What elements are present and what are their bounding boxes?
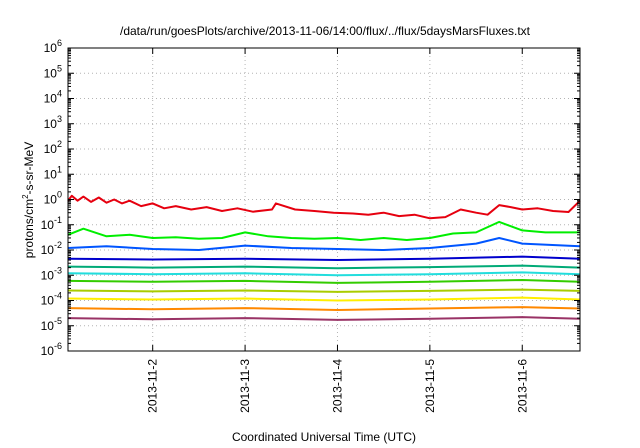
series-line-10 bbox=[67, 316, 581, 321]
y-tick-exp: 6 bbox=[57, 38, 62, 48]
series-line-0 bbox=[67, 194, 581, 220]
y-tick-base: 10 bbox=[44, 66, 58, 80]
y-tick-base: 10 bbox=[44, 167, 58, 181]
series-line-8 bbox=[67, 296, 581, 302]
x-tick-label: 2013-11-5 bbox=[423, 359, 437, 413]
series-line-9 bbox=[67, 306, 581, 311]
series-line-4 bbox=[67, 264, 581, 270]
y-tick-label: 10-4 bbox=[41, 291, 62, 308]
y-axis-label-prefix: protons/cm bbox=[22, 199, 36, 258]
y-tick-exp: 1 bbox=[57, 164, 62, 174]
y-tick-base: 10 bbox=[41, 218, 55, 232]
y-tick-base: 10 bbox=[44, 117, 58, 131]
series-line-6 bbox=[67, 279, 581, 284]
y-tick-exp: -3 bbox=[54, 265, 62, 275]
y-tick-exp: 4 bbox=[57, 89, 62, 99]
y-tick-label: 101 bbox=[44, 164, 62, 181]
series-layer bbox=[67, 194, 581, 321]
y-tick-exp: -6 bbox=[54, 341, 62, 351]
y-tick-exp: -5 bbox=[54, 316, 62, 326]
y-tick-base: 10 bbox=[41, 243, 55, 257]
y-tick-label: 103 bbox=[44, 114, 62, 131]
y-tick-exp: 2 bbox=[57, 139, 62, 149]
series-line-7 bbox=[67, 288, 581, 293]
x-tick-label: 2013-11-6 bbox=[515, 359, 529, 413]
y-tick-base: 10 bbox=[44, 92, 58, 106]
y-tick-base: 10 bbox=[41, 319, 55, 333]
y-tick-exp: -4 bbox=[54, 291, 62, 301]
y-tick-label: 10-3 bbox=[41, 265, 62, 282]
y-tick-exp: 0 bbox=[57, 190, 62, 200]
y-tick-base: 10 bbox=[44, 41, 58, 55]
x-tick-label: 2013-11-2 bbox=[146, 359, 160, 413]
y-tick-label: 10-1 bbox=[41, 215, 62, 232]
y-tick-base: 10 bbox=[41, 268, 55, 282]
y-tick-label: 105 bbox=[44, 63, 62, 80]
series-line-2 bbox=[67, 237, 581, 251]
y-axis-label: protons/cm2-s-sr-MeV bbox=[21, 142, 36, 258]
grid bbox=[68, 48, 580, 351]
y-axis-label-suffix: -s-sr-MeV bbox=[22, 142, 36, 195]
y-tick-base: 10 bbox=[44, 193, 58, 207]
y-tick-exp: 3 bbox=[57, 114, 62, 124]
x-tick-labels: 2013-11-2 2013-11-3 2013-11-4 2013-11-5 2013… bbox=[146, 359, 530, 413]
y-tick-label: 10-6 bbox=[41, 341, 62, 358]
chart-title: /data/run/goesPlots/archive/2013-11-06/1… bbox=[120, 24, 531, 38]
y-tick-exp: -2 bbox=[54, 240, 62, 250]
x-tick-label: 2013-11-3 bbox=[238, 359, 252, 413]
y-tick-base: 10 bbox=[44, 142, 58, 156]
series-line-5 bbox=[67, 271, 581, 277]
y-tick-base: 10 bbox=[41, 344, 55, 358]
y-tick-label: 100 bbox=[44, 190, 62, 207]
y-tick-exp: 5 bbox=[57, 63, 62, 73]
y-tick-label: 10-5 bbox=[41, 316, 62, 333]
ticks bbox=[68, 47, 580, 352]
x-tick-label: 2013-11-4 bbox=[330, 359, 344, 413]
y-tick-exp: -1 bbox=[54, 215, 62, 225]
y-axis-label-exp: 2 bbox=[21, 194, 30, 199]
series-line-1 bbox=[67, 220, 580, 241]
y-tick-label: 102 bbox=[44, 139, 62, 156]
y-tick-label: 10-2 bbox=[41, 240, 62, 257]
y-tick-label: 104 bbox=[44, 89, 62, 106]
y-tick-labels: 10-610-510-410-310-210-11001011021031041… bbox=[41, 38, 62, 358]
x-axis-label: Coordinated Universal Time (UTC) bbox=[232, 430, 416, 444]
y-tick-label: 106 bbox=[44, 38, 62, 55]
series-line-3 bbox=[67, 255, 581, 261]
y-tick-base: 10 bbox=[41, 294, 55, 308]
